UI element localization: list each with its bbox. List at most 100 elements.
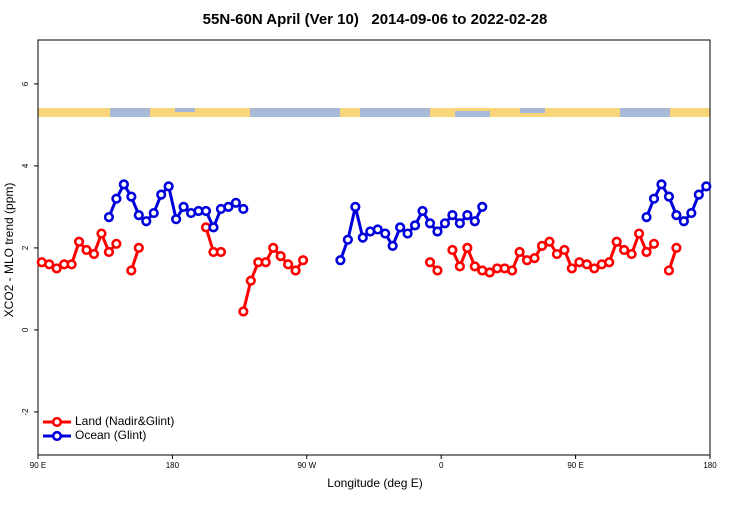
point xyxy=(663,191,675,202)
point xyxy=(477,201,488,213)
point xyxy=(126,265,137,276)
point xyxy=(171,214,182,225)
point xyxy=(372,224,383,235)
point xyxy=(133,210,144,221)
legend-marker xyxy=(51,416,63,428)
point xyxy=(507,265,518,276)
point xyxy=(417,205,428,217)
point xyxy=(454,261,465,272)
point xyxy=(88,248,100,260)
point xyxy=(118,179,129,190)
legend-label: Ocean (Glint) xyxy=(75,428,146,442)
point xyxy=(544,236,555,247)
point xyxy=(581,259,592,270)
point xyxy=(342,234,353,245)
point xyxy=(648,193,660,204)
point xyxy=(604,257,615,268)
point xyxy=(44,259,55,270)
point xyxy=(283,259,294,270)
y-axis-title: XCO2 - MLO trend (ppm) xyxy=(2,183,16,318)
y-tick-label: 2 xyxy=(21,245,30,250)
point xyxy=(424,257,436,268)
point xyxy=(238,203,249,215)
x-tick-label: 90 W xyxy=(297,461,316,470)
point xyxy=(200,205,212,217)
point xyxy=(589,263,600,274)
point xyxy=(260,257,271,268)
point xyxy=(447,244,458,256)
point xyxy=(402,228,413,239)
point xyxy=(350,201,361,213)
point xyxy=(290,265,301,276)
point xyxy=(432,265,443,276)
y-tick-label: 6 xyxy=(21,81,30,86)
point xyxy=(81,244,92,256)
point xyxy=(156,189,167,200)
point xyxy=(462,242,473,254)
point xyxy=(141,216,152,227)
point xyxy=(529,253,540,264)
point xyxy=(611,236,622,247)
point xyxy=(268,242,279,254)
point xyxy=(633,228,645,239)
point xyxy=(701,181,712,192)
point xyxy=(73,236,85,247)
point xyxy=(536,240,548,251)
point xyxy=(619,244,630,256)
point xyxy=(454,218,465,229)
point xyxy=(96,228,107,239)
point xyxy=(297,255,309,266)
point xyxy=(230,197,241,208)
point xyxy=(686,207,697,219)
y-tick-label: -2 xyxy=(21,408,30,416)
x-axis-title: Longitude (deg E) xyxy=(327,476,422,490)
point xyxy=(551,248,563,260)
point xyxy=(133,242,144,254)
point xyxy=(462,210,473,221)
y-tick-label: 4 xyxy=(21,163,30,168)
point xyxy=(335,255,346,266)
point xyxy=(514,246,525,258)
point xyxy=(66,259,77,270)
legend-label: Land (Nadir&Glint) xyxy=(75,414,174,428)
x-tick-label: 180 xyxy=(703,461,717,470)
point xyxy=(566,263,577,274)
x-tick-label: 0 xyxy=(439,461,444,470)
map-stripe xyxy=(38,108,710,117)
point xyxy=(484,267,495,278)
point xyxy=(469,216,480,227)
point xyxy=(215,246,227,258)
point xyxy=(671,242,682,254)
point xyxy=(559,244,570,256)
point xyxy=(148,207,159,219)
point xyxy=(245,275,256,286)
legend-marker xyxy=(51,430,63,442)
point xyxy=(103,246,115,258)
chart-title: 55N-60N April (Ver 10) 2014-09-06 to 202… xyxy=(203,11,548,28)
point xyxy=(626,248,637,260)
x-tick-label: 180 xyxy=(166,461,180,470)
series-line xyxy=(107,181,708,261)
point xyxy=(163,181,174,192)
point xyxy=(663,265,675,276)
point xyxy=(380,228,391,239)
point xyxy=(103,212,115,223)
point xyxy=(424,218,436,229)
point xyxy=(208,222,219,233)
point xyxy=(111,193,122,204)
point xyxy=(469,261,480,272)
point xyxy=(409,220,421,231)
point xyxy=(178,201,189,213)
point xyxy=(126,191,137,202)
point xyxy=(111,238,122,249)
point xyxy=(656,179,667,190)
point xyxy=(275,251,286,262)
point xyxy=(641,212,652,223)
point xyxy=(432,226,443,237)
point xyxy=(439,218,451,229)
point xyxy=(671,210,682,221)
x-tick-label: 90 E xyxy=(567,461,583,470)
y-tick-label: 0 xyxy=(21,327,30,332)
